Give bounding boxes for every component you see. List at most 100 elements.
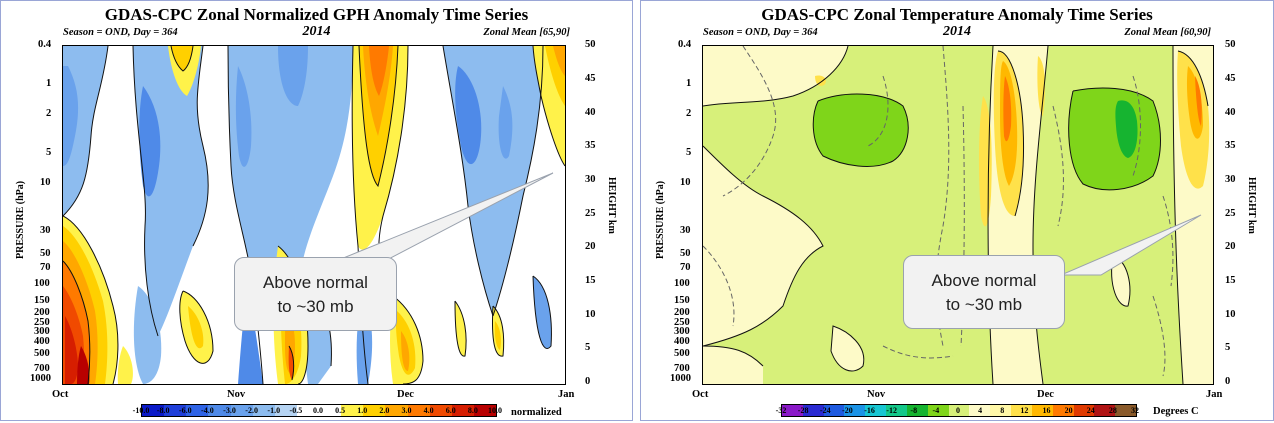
colorbar-swatch: [1094, 405, 1116, 416]
y-axis-label-pressure: PRESSURE (hPa): [15, 180, 26, 259]
colorbar-tick-label: -8.0: [156, 406, 170, 415]
colorbar-tick-label: 28: [1108, 406, 1117, 415]
x-tick-dec: Dec: [1037, 389, 1054, 400]
plot-area: [62, 45, 566, 385]
colorbar-tick-label: 1.0: [357, 406, 368, 415]
tick-label: 0: [585, 376, 591, 387]
colorbar-swatch: [886, 405, 907, 416]
tick-label: 1: [686, 78, 692, 89]
chart-title: GDAS-CPC Zonal Normalized GPH Anomaly Ti…: [104, 5, 529, 24]
colorbar-swatch: [429, 405, 452, 416]
tick-label: 1000: [30, 373, 51, 384]
colorbar-swatch: [164, 405, 187, 416]
colorbar-tick-label: -32: [775, 406, 787, 415]
tick-label: 20: [585, 241, 596, 252]
colorbar-swatch: [1011, 405, 1032, 416]
colorbar-swatch: [363, 405, 386, 416]
tick-label: 20: [1225, 241, 1236, 252]
tick-label: 50: [1225, 39, 1236, 50]
tick-label: 15: [585, 275, 596, 286]
colorbar-tick-label: -8: [910, 406, 918, 415]
zonal-mean-label: Zonal Mean [60,90]: [1124, 27, 1211, 38]
tick-label: 50: [680, 248, 691, 259]
zonal-mean-label: Zonal Mean [65,90]: [483, 27, 570, 38]
tick-label: 300: [34, 326, 50, 337]
tick-label: 45: [585, 73, 596, 84]
colorbar-tick-label: 16: [1042, 406, 1051, 415]
tick-label: 10: [585, 309, 596, 320]
colorbar-tick-label: 32: [1131, 406, 1139, 415]
colorbar-swatch: [906, 405, 928, 416]
tick-label: 70: [680, 262, 691, 273]
chart-title: GDAS-CPC Zonal Temperature Anomaly Time …: [761, 5, 1153, 24]
tick-label: 250: [674, 317, 690, 328]
colorbar-unit: Degrees C: [1153, 406, 1199, 417]
tick-label: 70: [40, 262, 51, 273]
colorbar-swatch: [823, 405, 845, 416]
colorbar-swatch: [473, 405, 496, 416]
colorbar-swatch: [407, 405, 430, 416]
colorbar-swatch: [865, 405, 887, 416]
colorbar-unit: normalized: [511, 407, 562, 418]
colorbar-tick-label: -20: [842, 406, 853, 415]
x-tick-jan: Jan: [1206, 389, 1223, 400]
temperature-contour-field: [703, 46, 1213, 384]
colorbar-swatch: [341, 405, 364, 416]
tick-label: 5: [686, 147, 692, 158]
colorbar-swatch: [948, 405, 970, 416]
callout-line-2: to ~30 mb: [945, 295, 1023, 314]
colorbar-swatch: [142, 405, 165, 416]
plot-area: [702, 45, 1214, 385]
tick-label: 1: [46, 78, 52, 89]
colorbar-swatch: [1031, 405, 1053, 416]
colorbar-swatch: [1115, 405, 1137, 416]
colorbar-swatch: [319, 405, 342, 416]
x-tick-dec: Dec: [397, 389, 414, 400]
colorbar-tick-label: 24: [1086, 406, 1095, 415]
tick-label: 200: [674, 307, 690, 318]
colorbar-tick-label: 3.0: [401, 406, 412, 415]
tick-label: 5: [1225, 342, 1231, 353]
colorbar-swatch: [296, 405, 319, 416]
colorbar-tick-label: 0: [956, 406, 960, 415]
tick-label: 0.4: [678, 39, 692, 50]
colorbar-swatch: [230, 405, 253, 416]
tick-label: 200: [34, 307, 50, 318]
colorbar-tick-label: -3.0: [223, 406, 236, 415]
annotation-callout: Above normal to ~30 mb: [903, 255, 1065, 329]
colorbar-tick-label: -6.0: [178, 406, 192, 415]
tick-label: 10: [1225, 309, 1236, 320]
tick-label: 500: [34, 348, 50, 359]
colorbar-tick-label: -4: [932, 406, 940, 415]
season-label: Season = OND, Day = 364: [703, 27, 818, 38]
colorbar-tick-label: -10.0: [132, 406, 150, 415]
colorbar-tick-label: -28: [797, 406, 809, 415]
tick-label: 30: [680, 225, 691, 236]
callout-pointer: [1061, 214, 1202, 276]
tick-label: 0.4: [38, 39, 52, 50]
callout-line-1: Above normal: [931, 271, 1037, 290]
tick-label: 100: [34, 278, 50, 289]
tick-label: 35: [1225, 140, 1236, 151]
tick-label: 2: [686, 108, 692, 119]
year-label: 2014: [302, 24, 331, 39]
tick-label: 50: [40, 248, 51, 259]
tick-label: 700: [34, 363, 50, 374]
colorbar-swatch: [186, 405, 209, 416]
colorbar-tick-label: 4.0: [423, 406, 434, 415]
tick-label: 30: [1225, 174, 1236, 185]
colorbar: [781, 404, 1137, 417]
y-axis-label-height: HEIGHT km: [1246, 177, 1257, 234]
y-axis-label-height: HEIGHT km: [606, 177, 617, 234]
tick-label: 500: [674, 348, 690, 359]
colorbar-tick-label: -16: [864, 406, 875, 415]
tick-label: 50: [585, 39, 596, 50]
colorbar-tick-label: 10.0: [488, 406, 502, 415]
x-tick-oct: Oct: [52, 389, 69, 400]
tick-label: 400: [674, 336, 690, 347]
colorbar-swatch: [385, 405, 408, 416]
tick-label: 30: [40, 225, 51, 236]
colorbar-swatch: [990, 405, 1012, 416]
colorbar-tick-label: 20: [1064, 406, 1073, 415]
colorbar-swatch: [1052, 405, 1074, 416]
